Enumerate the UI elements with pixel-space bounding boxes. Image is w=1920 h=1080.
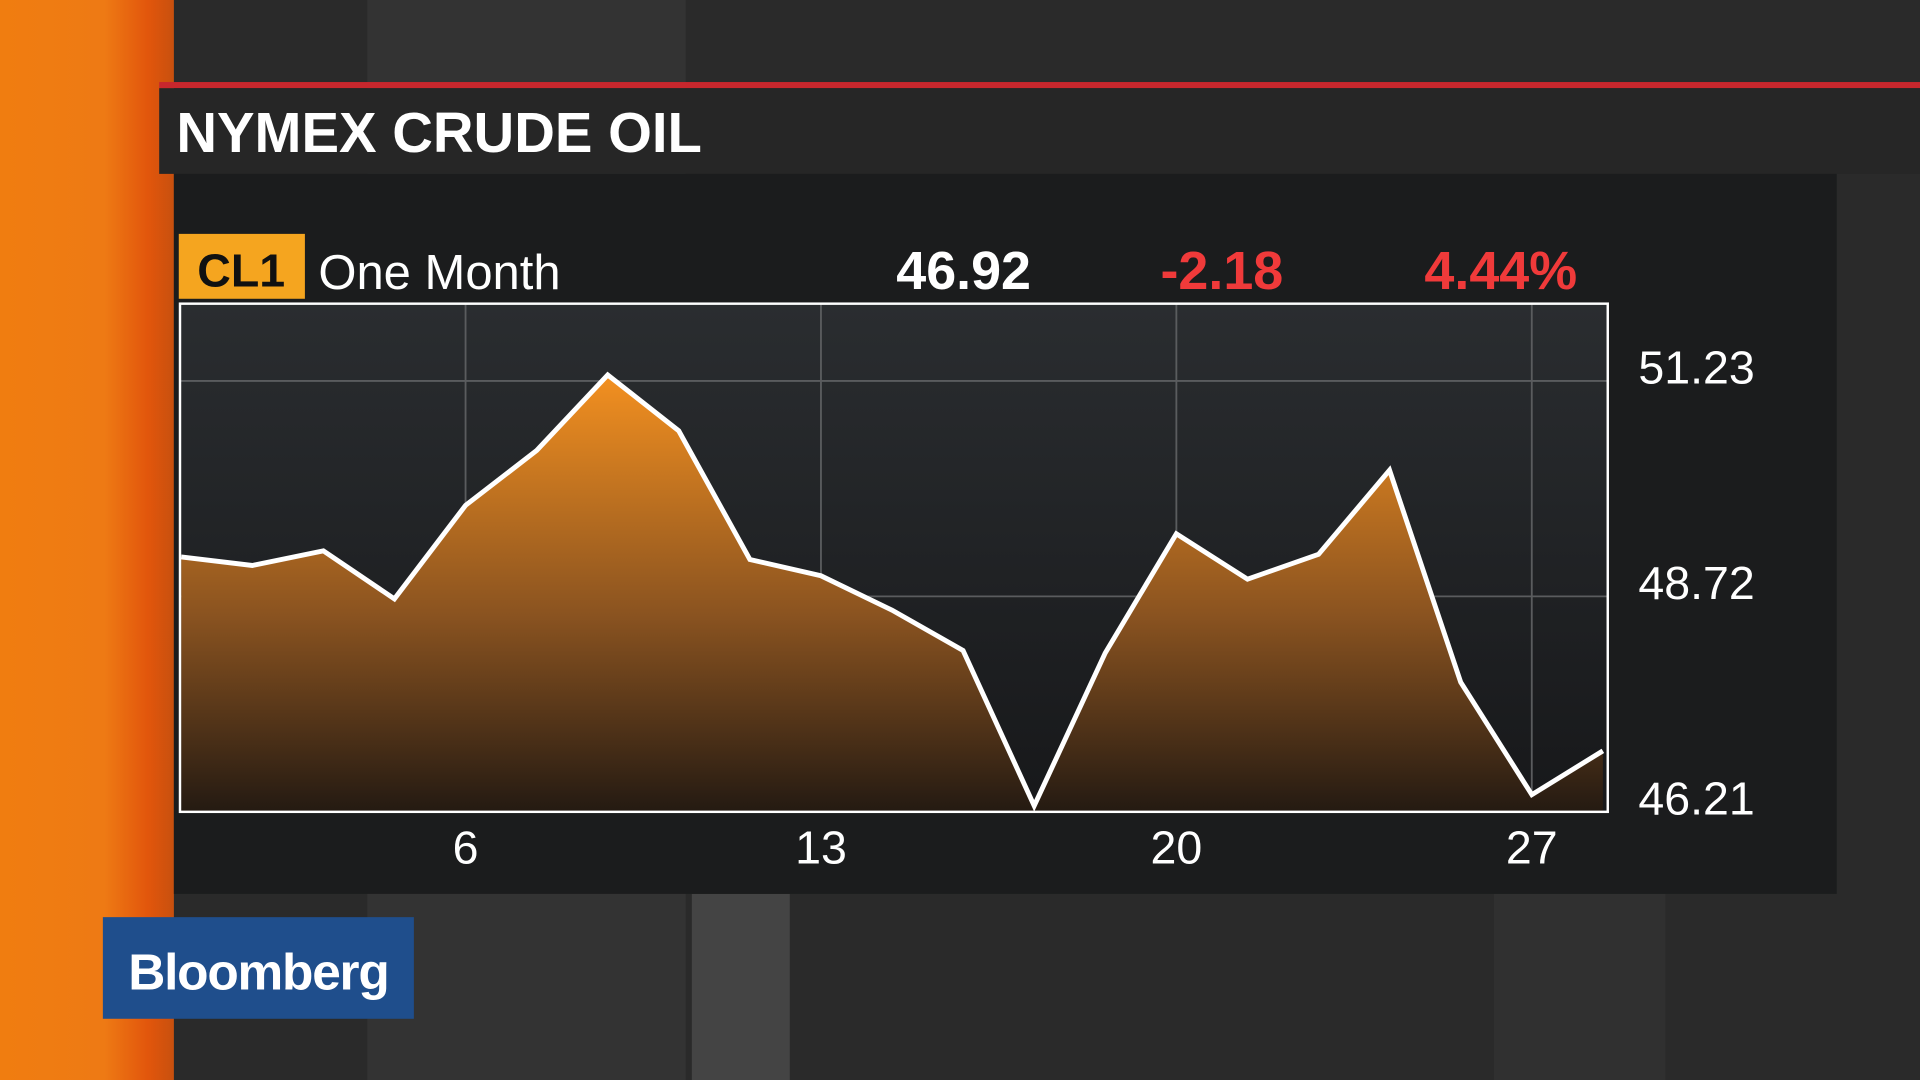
change: -2.18 [1160, 241, 1283, 301]
title-bar [159, 88, 1920, 174]
brand-box [102, 917, 414, 1019]
x-tick-label: 13 [795, 821, 847, 873]
y-tick-label: 51.23 [1638, 341, 1754, 393]
background-band [691, 893, 790, 1080]
y-tick-label: 48.72 [1638, 557, 1754, 609]
ticker: CL1 [197, 245, 285, 297]
x-tick-label: 27 [1506, 821, 1558, 873]
y-tick-label: 46.21 [1638, 772, 1754, 824]
area-fill [181, 374, 1603, 812]
red-rule [159, 82, 1920, 89]
title: NYMEX CRUDE OIL [176, 101, 702, 164]
ticker-box [178, 233, 305, 299]
price-line [180, 371, 1605, 812]
x-tick-label: 20 [1150, 821, 1202, 873]
plot-border [178, 302, 1609, 814]
orange-strip [0, 0, 174, 1080]
brand-logo: Bloomberg [128, 942, 388, 1000]
x-tick-label: 6 [453, 821, 479, 873]
price: 46.92 [896, 241, 1031, 301]
background-band [1493, 893, 1666, 1080]
change-percent: 4.44% [1424, 241, 1577, 301]
period: One Month [318, 246, 560, 300]
